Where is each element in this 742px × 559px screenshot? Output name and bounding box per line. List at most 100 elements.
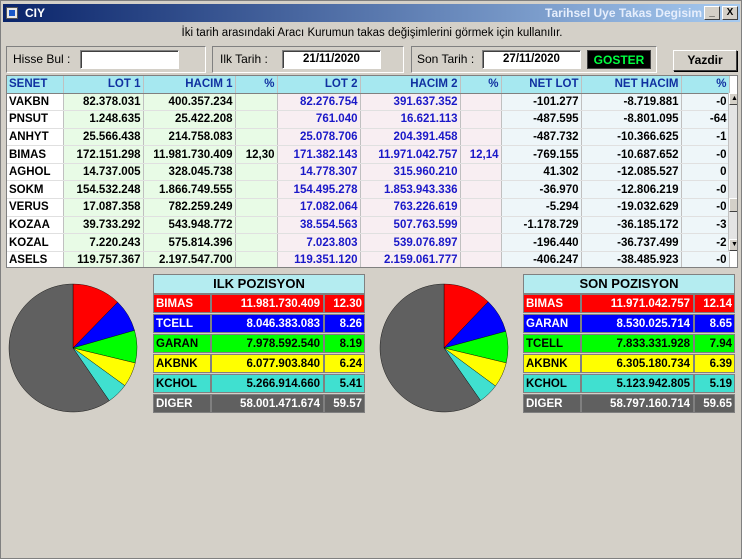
cell-pct1 [235,251,278,267]
cell-net-lot: -487.595 [501,110,582,129]
cell-lot2: 171.382.143 [277,145,361,164]
table-row[interactable]: VAKBN 82.378.031 400.357.234 82.276.754 391.… [7,93,730,112]
cell-net-hacim: -12.085.527 [581,163,682,182]
cell-hacim2: 539.076.897 [360,233,461,252]
title-bar[interactable]: CIY Tarihsel Uye Takas Degisim _ X [3,4,740,22]
cell-hacim1: 25.422.208 [143,110,236,129]
cell-pct2 [460,216,502,235]
cell-net-pct: -0 [681,180,730,200]
cell-net-pct: -2 [681,233,730,252]
minimize-button[interactable]: _ [704,6,720,20]
search-label: Hisse Bul : [13,52,71,66]
column-header-senet[interactable]: SENET [7,76,64,94]
column-header-net-pct[interactable]: % [681,76,730,94]
show-button[interactable]: GOSTER [587,50,651,69]
table-row[interactable]: PNSUT 1.248.635 25.422.208 761.040 16.621.11… [7,110,730,129]
position-percent: 5.19 [694,374,735,393]
column-header-hacim2[interactable]: HACIM 2 [360,76,461,94]
table-row[interactable]: ASELS 119.757.367 2.197.547.700 119.351.120… [7,251,730,267]
position-value: 5.123.942.805 [581,374,694,393]
cell-hacim2: 2.159.061.777 [360,251,461,267]
column-header-pct2[interactable]: % [460,76,502,94]
close-button[interactable]: X [722,6,738,20]
cell-net-lot: -101.277 [501,93,582,112]
cell-senet: VERUS [7,198,64,217]
position-row: TCELL 7.833.331.928 7.94 [523,334,735,353]
cell-net-lot: -5.294 [501,198,582,217]
cell-pct1 [235,198,278,217]
end-date-label: Son Tarih : [417,52,475,66]
position-percent: 6.24 [324,354,365,373]
window-title: CIY [25,6,46,20]
position-row: DIGER 58.001.471.674 59.57 [153,394,365,413]
position-value: 5.266.914.660 [211,374,324,393]
table-row[interactable]: BIMAS 172.151.298 11.981.730.409 12,30 171.3… [7,145,730,164]
position-row: BIMAS 11.971.042.757 12.14 [523,294,735,313]
column-header-lot1[interactable]: LOT 1 [63,76,144,94]
print-button[interactable]: Yazdir [673,50,737,71]
cell-hacim1: 214.758.083 [143,128,236,147]
cell-lot1: 82.378.031 [63,93,144,112]
cell-pct1: 12,30 [235,145,278,164]
table-row[interactable]: SOKM 154.532.248 1.866.749.555 154.495.278 1… [7,180,730,200]
table-row[interactable]: KOZAL 7.220.243 575.814.396 7.023.803 539.07… [7,233,730,252]
cell-lot2: 38.554.563 [277,216,361,235]
cell-senet: ANHYT [7,128,64,147]
scroll-up-button[interactable]: ▲ [729,93,737,105]
position-symbol: DIGER [523,394,581,413]
column-header-net-hacim[interactable]: NET HACIM [581,76,682,94]
position-row: TCELL 8.046.383.083 8.26 [153,314,365,333]
position-symbol: KCHOL [153,374,211,393]
search-input[interactable] [80,50,179,69]
son-pozisyon-title: SON POZISYON [523,274,735,294]
table-header[interactable]: SENET LOT 1 HACIM 1% LOT 2 HACIM 2% NET LOT NE… [7,76,730,94]
position-symbol: AKBNK [153,354,211,373]
cell-net-hacim: -19.032.629 [581,198,682,217]
table-row[interactable]: ANHYT 25.566.438 214.758.083 25.078.706 204.… [7,128,730,147]
position-symbol: TCELL [523,334,581,353]
cell-senet: PNSUT [7,110,64,129]
position-value: 7.978.592.540 [211,334,324,353]
cell-lot1: 25.566.438 [63,128,144,147]
cell-hacim1: 400.357.234 [143,93,236,112]
cell-senet: KOZAL [7,233,64,252]
column-header-pct1[interactable]: % [235,76,278,94]
cell-senet: VAKBN [7,93,64,112]
position-symbol: GARAN [523,314,581,333]
position-symbol: BIMAS [523,294,581,313]
vertical-scrollbar[interactable]: ▲ ▼ [728,93,737,251]
table-row[interactable]: KOZAA 39.733.292 543.948.772 38.554.563 507.… [7,216,730,235]
start-date-field[interactable]: 21/11/2020 [282,50,381,69]
end-date-field[interactable]: 27/11/2020 [482,50,581,69]
column-header-net-lot[interactable]: NET LOT [501,76,582,94]
column-header-hacim1[interactable]: HACIM 1 [143,76,236,94]
cell-hacim2: 1.853.943.336 [360,180,461,200]
position-percent: 59.65 [694,394,735,413]
cell-pct2 [460,163,502,182]
position-value: 58.001.471.674 [211,394,324,413]
start-date-group [212,46,404,73]
cell-senet: BIMAS [7,145,64,164]
position-value: 11.971.042.757 [581,294,694,313]
position-row: GARAN 8.530.025.714 8.65 [523,314,735,333]
column-header-lot2[interactable]: LOT 2 [277,76,361,94]
position-percent: 12.14 [694,294,735,313]
scroll-thumb[interactable] [729,198,737,212]
cell-lot1: 119.757.367 [63,251,144,267]
cell-net-hacim: -12.806.219 [581,180,682,200]
position-symbol: AKBNK [523,354,581,373]
cell-net-lot: -769.155 [501,145,582,164]
start-date-label: Ilk Tarih : [220,52,268,66]
cell-hacim1: 11.981.730.409 [143,145,236,164]
cell-net-pct: -0 [681,93,730,112]
table-row[interactable]: VERUS 17.087.358 782.259.249 17.082.064 763.… [7,198,730,217]
scroll-down-button[interactable]: ▼ [729,239,737,251]
cell-pct1 [235,180,278,200]
cell-lot2: 761.040 [277,110,361,129]
cell-net-pct: -64 [681,110,730,129]
cell-net-lot: -487.732 [501,128,582,147]
table-row[interactable]: AGHOL 14.737.005 328.045.738 14.778.307 315.… [7,163,730,182]
position-symbol: GARAN [153,334,211,353]
position-row: DIGER 58.797.160.714 59.65 [523,394,735,413]
cell-senet: KOZAA [7,216,64,235]
